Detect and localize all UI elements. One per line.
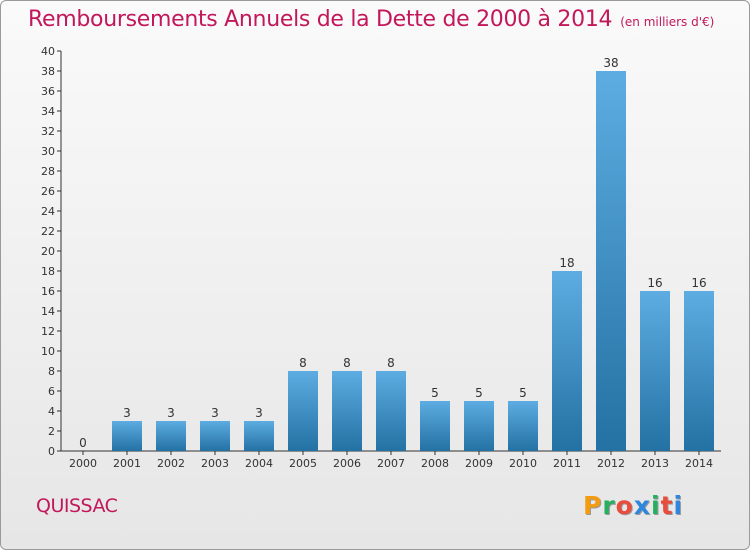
- bars: [112, 71, 714, 451]
- x-tick-label: 2009: [465, 457, 493, 470]
- bar: [200, 421, 230, 451]
- logo-letter: r: [602, 491, 616, 520]
- bar-value-label: 16: [691, 276, 706, 290]
- y-tick-label: 38: [41, 65, 55, 78]
- y-tick-label: 6: [48, 385, 55, 398]
- bar: [464, 401, 494, 451]
- bar-value-label: 3: [123, 406, 131, 420]
- bar: [288, 371, 318, 451]
- bar-value-label: 3: [255, 406, 263, 420]
- y-tick-label: 14: [41, 305, 55, 318]
- x-tick-label: 2002: [157, 457, 185, 470]
- logo-letter: t: [660, 491, 674, 520]
- y-tick-label: 28: [41, 165, 55, 178]
- commune-name: QUISSAC: [36, 495, 118, 517]
- y-tick-label: 12: [41, 325, 55, 338]
- bar-value-label: 8: [299, 356, 307, 370]
- y-tick-label: 36: [41, 85, 55, 98]
- x-tick-label: 2010: [509, 457, 537, 470]
- chart-title: Remboursements Annuels de la Dette de 20…: [28, 7, 714, 32]
- bar-value-label: 5: [475, 386, 483, 400]
- x-tick-label: 2008: [421, 457, 449, 470]
- x-tick-label: 2012: [597, 457, 625, 470]
- bar: [156, 421, 186, 451]
- bar-value-label: 0: [79, 436, 87, 450]
- y-tick-label: 18: [41, 265, 55, 278]
- chart-subtitle: (en milliers d'€): [620, 15, 715, 29]
- bar: [244, 421, 274, 451]
- y-tick-label: 30: [41, 145, 55, 158]
- bar-value-label: 3: [211, 406, 219, 420]
- bar: [332, 371, 362, 451]
- axes: 0246810121416182022242628303234363840200…: [41, 45, 721, 470]
- bar-value-label: 38: [603, 56, 618, 70]
- y-tick-label: 34: [41, 105, 55, 118]
- x-tick-label: 2006: [333, 457, 361, 470]
- x-tick-label: 2011: [553, 457, 581, 470]
- bar-value-label: 5: [519, 386, 527, 400]
- bar-value-label: 3: [167, 406, 175, 420]
- logo-letter: i: [673, 491, 684, 520]
- y-tick-label: 20: [41, 245, 55, 258]
- logo-letter: x: [633, 491, 651, 520]
- logo-letter: P: [583, 491, 603, 520]
- bar: [112, 421, 142, 451]
- x-tick-label: 2014: [685, 457, 713, 470]
- y-tick-label: 0: [48, 445, 55, 458]
- bar-value-label: 16: [647, 276, 662, 290]
- y-tick-label: 32: [41, 125, 55, 138]
- x-tick-label: 2007: [377, 457, 405, 470]
- x-tick-label: 2000: [69, 457, 97, 470]
- y-tick-label: 10: [41, 345, 55, 358]
- bar: [420, 401, 450, 451]
- bar: [376, 371, 406, 451]
- bar: [684, 291, 714, 451]
- chart-title-text: Remboursements Annuels de la Dette de 20…: [28, 7, 613, 32]
- y-tick-label: 26: [41, 185, 55, 198]
- bar-value-label: 8: [343, 356, 351, 370]
- x-tick-label: 2013: [641, 457, 669, 470]
- logo-letter: o: [615, 491, 634, 520]
- x-tick-label: 2004: [245, 457, 273, 470]
- y-tick-label: 2: [48, 425, 55, 438]
- x-tick-label: 2005: [289, 457, 317, 470]
- x-tick-label: 2001: [113, 457, 141, 470]
- bar: [508, 401, 538, 451]
- y-tick-label: 22: [41, 225, 55, 238]
- y-tick-label: 24: [41, 205, 55, 218]
- y-tick-label: 8: [48, 365, 55, 378]
- y-tick-label: 16: [41, 285, 55, 298]
- x-tick-label: 2003: [201, 457, 229, 470]
- bar-value-label: 8: [387, 356, 395, 370]
- y-tick-label: 4: [48, 405, 55, 418]
- bar-value-label: 5: [431, 386, 439, 400]
- bar-value-label: 18: [559, 256, 574, 270]
- bar: [552, 271, 582, 451]
- bar: [640, 291, 670, 451]
- bar: [596, 71, 626, 451]
- logo-letter: i: [651, 491, 661, 520]
- proxiti-logo[interactable]: Proxiti: [583, 491, 683, 520]
- y-tick-label: 40: [41, 45, 55, 58]
